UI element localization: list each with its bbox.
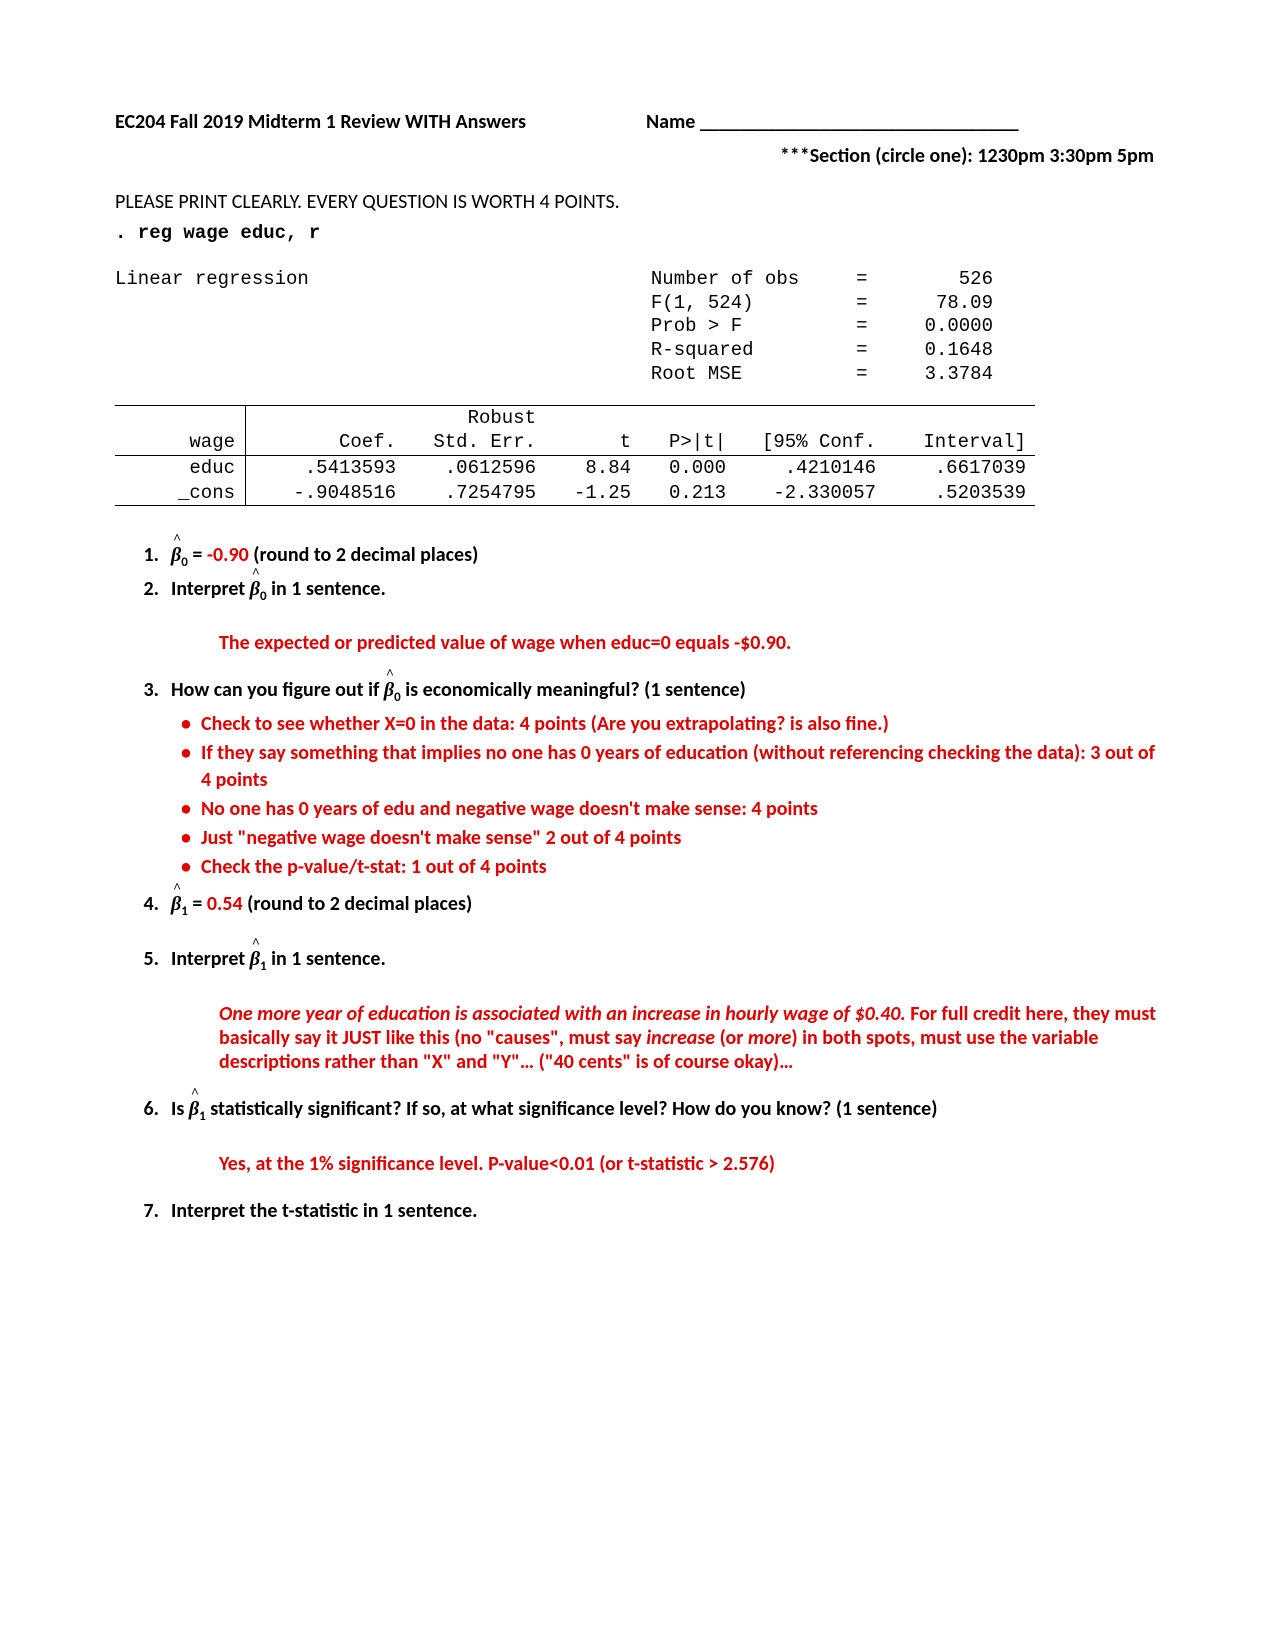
question-6: 6. Is β1 statistically significant? If s… xyxy=(115,1096,1160,1126)
table-row: educ .5413593 .0612596 8.84 0.000 .42101… xyxy=(115,456,1035,481)
q5-answer: One more year of education is associated… xyxy=(219,1002,1160,1074)
q1-answer: -0.90 xyxy=(207,543,249,567)
bullet-icon: • xyxy=(171,711,201,738)
table-header-1: Robust xyxy=(115,406,1035,431)
table-header-2: wage Coef. Std. Err. t P>|t| [95% Conf. … xyxy=(115,430,1035,455)
stat-1-val: 78.09 xyxy=(936,292,993,314)
stat-2-label: Prob > F xyxy=(651,315,742,337)
question-2: 2. Interpret β0 in 1 sentence. xyxy=(115,576,1160,606)
stata-command: . reg wage educ, r xyxy=(115,222,1160,246)
instructions: PLEASE PRINT CLEARLY. EVERY QUESTION IS … xyxy=(115,190,1160,214)
page: EC204 Fall 2019 Midterm 1 Review WITH An… xyxy=(0,0,1275,1650)
col-coef: Coef. xyxy=(246,430,396,455)
table-row: _cons -.9048516 .7254795 -1.25 0.213 -2.… xyxy=(115,481,1035,506)
doc-title: EC204 Fall 2019 Midterm 1 Review WITH An… xyxy=(115,110,526,134)
question-1: 1. β0 = -0.90 (round to 2 decimal places… xyxy=(115,542,1160,572)
depvar: wage xyxy=(115,430,246,455)
stata-cmd-text: . reg wage educ, r xyxy=(115,222,320,244)
col-ci-hi: Interval] xyxy=(876,430,1026,455)
robust-label: Robust xyxy=(396,406,536,431)
beta0-hat: β xyxy=(384,677,394,704)
question-4: 4. β1 = 0.54 (round to 2 decimal places) xyxy=(115,891,1160,921)
stat-3-val: 0.1648 xyxy=(925,339,993,361)
beta0-hat: β xyxy=(250,576,260,603)
regression-table: Robust wage Coef. Std. Err. t P>|t| [95%… xyxy=(115,405,1035,507)
bullet-icon: • xyxy=(171,854,201,881)
beta1-hat: β xyxy=(250,946,260,973)
bullet-icon: • xyxy=(171,740,201,794)
stat-2-val: 0.0000 xyxy=(925,315,993,337)
name-field-label: Name ________________________________ xyxy=(646,110,1019,134)
stat-0-val: 526 xyxy=(959,268,993,290)
col-ci-lo: [95% Conf. xyxy=(726,430,876,455)
header-row: EC204 Fall 2019 Midterm 1 Review WITH An… xyxy=(115,110,1160,134)
question-7: 7. Interpret the t-statistic in 1 senten… xyxy=(115,1198,1160,1225)
lr-label: Linear regression xyxy=(115,268,309,290)
stat-0-label: Number of obs xyxy=(651,268,799,290)
stata-summary: Linear regression Number of obs = 526 F(… xyxy=(115,268,1160,387)
q4-answer: 0.54 xyxy=(207,892,243,916)
stat-4-val: 3.3784 xyxy=(925,363,993,385)
bullet-icon: • xyxy=(171,825,201,852)
stat-1-label: F(1, 524) xyxy=(651,292,754,314)
col-p: P>|t| xyxy=(631,430,726,455)
col-t: t xyxy=(536,430,631,455)
q7-text: Interpret the t-statistic in 1 sentence. xyxy=(171,1198,1160,1225)
section-line: ***Section (circle one): 1230pm 3:30pm 5… xyxy=(115,144,1160,168)
q3-bullets: •Check to see whether X=0 in the data: 4… xyxy=(171,711,1160,881)
question-3: 3. How can you figure out if β0 is econo… xyxy=(115,677,1160,887)
stat-4-label: Root MSE xyxy=(651,363,742,385)
question-5: 5. Interpret β1 in 1 sentence. xyxy=(115,946,1160,976)
stat-3-label: R-squared xyxy=(651,339,754,361)
beta1-hat: β xyxy=(189,1096,199,1123)
q2-answer: The expected or predicted value of wage … xyxy=(219,631,1160,655)
beta0-hat: β xyxy=(171,542,181,569)
bullet-icon: • xyxy=(171,796,201,823)
q6-answer: Yes, at the 1% significance level. P-val… xyxy=(219,1152,1160,1176)
question-list: 1. β0 = -0.90 (round to 2 decimal places… xyxy=(115,542,1160,1224)
col-se: Std. Err. xyxy=(396,430,536,455)
beta1-hat: β xyxy=(171,891,181,918)
